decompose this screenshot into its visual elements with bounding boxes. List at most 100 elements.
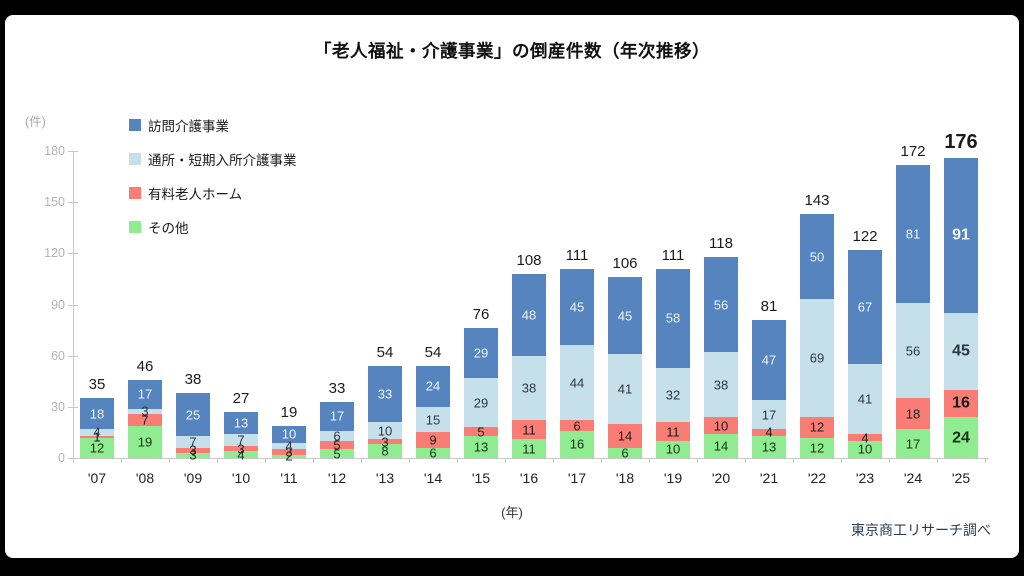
bar-segment-label-other: 14 bbox=[713, 438, 729, 454]
bar-segment-day-short-care bbox=[896, 302, 930, 399]
bar-segment-paid-home bbox=[704, 417, 738, 435]
bar-total-label: 122 bbox=[852, 227, 878, 245]
bar-segment-label-paid-home: 16 bbox=[952, 394, 970, 412]
bar-segment-label-day-short-care: 3 bbox=[141, 403, 149, 419]
bar-segment-label-day-short-care: 44 bbox=[569, 375, 585, 391]
bar-segment-paid-home bbox=[656, 422, 690, 441]
x-axis-tick bbox=[697, 458, 698, 463]
bar-segment-label-paid-home: 18 bbox=[905, 406, 921, 422]
slide-content: 「老人福祉・介護事業」の倒産件数（年次推移） (件) 訪問介護事業 通所・短期入… bbox=[5, 15, 1019, 558]
bar-segment-day-short-care bbox=[368, 422, 402, 440]
bar-segment-label-other: 13 bbox=[761, 439, 777, 455]
bar-segment-label-visit-care: 17 bbox=[137, 386, 153, 402]
bar-segment-visit-care bbox=[272, 425, 306, 443]
bar-segment-other bbox=[704, 434, 738, 458]
bar-segment-label-other: 16 bbox=[569, 436, 585, 452]
bar-total-label: 33 bbox=[328, 379, 346, 397]
x-category-label: '19 bbox=[663, 470, 683, 486]
legend-label-day-short-care: 通所・短期入所介護事業 bbox=[148, 153, 297, 168]
bar-segment-paid-home bbox=[560, 420, 594, 431]
bar-segment-label-paid-home: 14 bbox=[617, 428, 633, 444]
x-axis-tick bbox=[889, 458, 890, 463]
bar-segment-label-visit-care: 58 bbox=[665, 310, 681, 326]
bar-segment-day-short-care bbox=[944, 313, 978, 390]
bar-total-label: 111 bbox=[565, 246, 589, 264]
bar-segment-label-other: 10 bbox=[665, 441, 681, 457]
bar-segment-day-short-care bbox=[752, 400, 786, 429]
bar-segment-visit-care bbox=[800, 214, 834, 300]
legend-swatch-day-short-care-icon bbox=[129, 153, 141, 165]
x-category-label: '17 bbox=[567, 470, 587, 486]
bar-segment-label-day-short-care: 38 bbox=[713, 377, 729, 393]
legend-swatch-other-icon bbox=[129, 221, 141, 233]
bar-segment-day-short-care bbox=[560, 345, 594, 421]
bar-segment-label-visit-care: 45 bbox=[617, 308, 633, 324]
bar-segment-paid-home bbox=[944, 389, 978, 418]
bar-segment-other bbox=[224, 451, 258, 458]
bar-segment-label-day-short-care: 32 bbox=[665, 387, 681, 403]
bar-segment-label-paid-home: 5 bbox=[477, 424, 485, 440]
bar-segment-paid-home bbox=[512, 420, 546, 440]
bar-segment-day-short-care bbox=[656, 367, 690, 423]
bar-segment-label-day-short-care: 7 bbox=[189, 434, 197, 450]
bar-segment-label-visit-care: 67 bbox=[857, 299, 873, 315]
bar-segment-label-day-short-care: 6 bbox=[333, 428, 341, 444]
bar-segment-label-day-short-care: 4 bbox=[93, 424, 101, 440]
bar-segment-other bbox=[464, 435, 498, 458]
y-axis-tick-label: 60 bbox=[51, 348, 65, 363]
bar-segment-paid-home bbox=[464, 427, 498, 436]
bar-segment-label-visit-care: 13 bbox=[233, 415, 249, 431]
bar-segment-label-paid-home: 5 bbox=[333, 437, 341, 453]
bar-segment-day-short-care bbox=[320, 430, 354, 441]
legend-label-visit-care: 訪問介護事業 bbox=[148, 119, 229, 134]
bar-segment-label-paid-home: 11 bbox=[666, 424, 680, 440]
bar-segment-other bbox=[896, 429, 930, 458]
bar-segment-label-other: 6 bbox=[621, 445, 629, 461]
bar-segment-label-paid-home: 9 bbox=[429, 432, 437, 448]
bar-segment-label-day-short-care: 38 bbox=[521, 380, 537, 396]
bar-segment-day-short-care bbox=[224, 434, 258, 447]
y-axis-unit-label: (件) bbox=[25, 115, 46, 129]
bar-total-label: 54 bbox=[424, 343, 442, 361]
bar-segment-label-paid-home: 7 bbox=[141, 412, 149, 428]
bar-segment-visit-care bbox=[560, 268, 594, 346]
bar-segment-paid-home bbox=[80, 435, 114, 438]
x-category-label: '21 bbox=[759, 470, 779, 486]
bar-segment-paid-home bbox=[224, 446, 258, 452]
bar-segment-label-visit-care: 24 bbox=[425, 378, 441, 394]
bar-segment-visit-care bbox=[80, 398, 114, 429]
bar-segment-other bbox=[368, 444, 402, 458]
bar-total-label: 111 bbox=[661, 246, 685, 264]
bar-segment-label-visit-care: 91 bbox=[952, 226, 970, 244]
x-axis-tick bbox=[313, 458, 314, 463]
bar-segment-visit-care bbox=[704, 256, 738, 353]
y-axis-tick bbox=[68, 355, 78, 357]
bar-total-label: 81 bbox=[760, 297, 778, 315]
bar-segment-day-short-care bbox=[416, 406, 450, 433]
x-category-label: '23 bbox=[855, 470, 875, 486]
bar-total-label: 54 bbox=[376, 343, 394, 361]
x-axis-tick bbox=[505, 458, 506, 463]
chart-legend: 訪問介護事業 通所・短期入所介護事業 有料老人ホーム その他 bbox=[129, 115, 297, 237]
x-axis-tick bbox=[265, 458, 266, 463]
bar-segment-label-paid-home: 11 bbox=[522, 422, 536, 438]
bar-segment-label-visit-care: 18 bbox=[89, 406, 105, 422]
bar-segment-visit-care bbox=[464, 328, 498, 378]
x-category-label: '09 bbox=[183, 470, 203, 486]
bar-segment-label-visit-care: 45 bbox=[569, 299, 585, 315]
bar-segment-label-visit-care: 50 bbox=[809, 249, 825, 265]
bar-segment-paid-home bbox=[128, 413, 162, 426]
legend-swatch-visit-care-icon bbox=[129, 119, 141, 131]
bar-segment-label-day-short-care: 4 bbox=[285, 438, 293, 454]
y-axis-tick-label: 120 bbox=[44, 246, 65, 261]
bar-segment-label-other: 13 bbox=[473, 439, 489, 455]
bar-segment-paid-home bbox=[272, 449, 306, 455]
legend-label-other: その他 bbox=[148, 221, 189, 236]
bar-total-label: 106 bbox=[612, 255, 638, 273]
y-axis-tick bbox=[68, 151, 78, 152]
bar-segment-label-day-short-care: 29 bbox=[473, 395, 489, 411]
x-category-label: '11 bbox=[280, 470, 298, 486]
bar-segment-label-visit-care: 47 bbox=[761, 352, 777, 368]
bar-segment-label-other: 12 bbox=[809, 440, 825, 456]
bar-segment-other bbox=[560, 430, 594, 458]
